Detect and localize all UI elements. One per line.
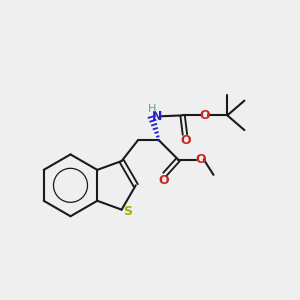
Text: N: N bbox=[152, 110, 163, 123]
Text: H: H bbox=[148, 103, 156, 114]
Text: O: O bbox=[195, 153, 206, 166]
Text: S: S bbox=[124, 205, 133, 218]
Text: O: O bbox=[180, 134, 190, 147]
Text: O: O bbox=[159, 174, 169, 187]
Text: O: O bbox=[200, 109, 210, 122]
